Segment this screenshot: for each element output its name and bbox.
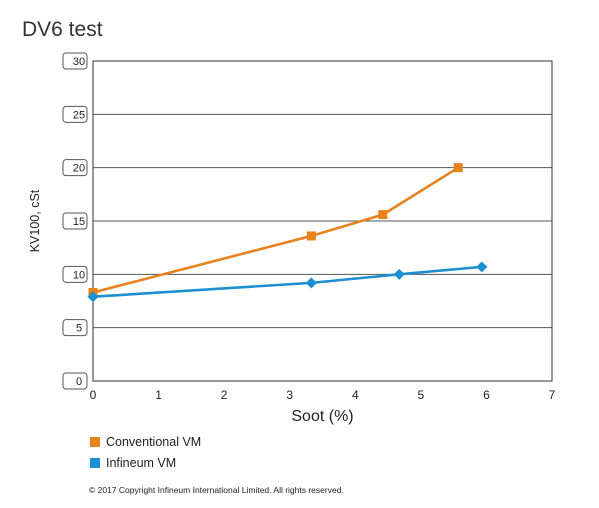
y-tick-box xyxy=(62,105,88,123)
y-tick: 20 xyxy=(62,159,88,177)
data-point xyxy=(306,231,316,241)
grid-lines xyxy=(93,113,552,329)
y-tick-box xyxy=(62,319,88,337)
y-tick: 0 xyxy=(62,372,88,390)
x-axis-label: Soot (%) xyxy=(291,408,353,425)
y-tick-box xyxy=(62,212,88,230)
x-tick-label: 3 xyxy=(286,388,293,402)
legend-swatch-infineum xyxy=(90,458,100,468)
y-tick-label: 20 xyxy=(73,163,85,175)
y-tick-label: 25 xyxy=(73,109,85,121)
x-tick-label: 2 xyxy=(221,388,228,402)
data-point xyxy=(378,210,388,220)
legend-item-infineum: Infineum VM xyxy=(90,456,176,470)
series-line xyxy=(92,265,482,299)
y-tick-label: 30 xyxy=(73,56,85,68)
data-point xyxy=(305,277,317,289)
x-axis-ticks: 0 1 2 3 4 5 6 7 xyxy=(90,388,556,402)
y-tick-box xyxy=(62,52,88,70)
legend-label-infineum: Infineum VM xyxy=(106,456,177,470)
y-tick: 10 xyxy=(62,265,88,283)
series-group xyxy=(87,163,488,303)
y-tick-label: 5 xyxy=(76,323,82,335)
x-tick-label: 1 xyxy=(155,388,162,402)
x-tick-label: 4 xyxy=(352,388,359,402)
series-infineum-vm xyxy=(87,261,488,303)
data-point xyxy=(476,261,488,273)
y-tick: 30 xyxy=(62,52,88,70)
y-tick-box xyxy=(62,159,88,177)
y-axis-ticks: 0 5 10 15 20 25 30 xyxy=(62,52,88,390)
y-tick: 25 xyxy=(62,105,88,123)
data-point xyxy=(87,291,99,303)
y-tick: 5 xyxy=(62,319,88,337)
legend-swatch-conventional xyxy=(90,437,100,447)
chart-title: DV6 test xyxy=(22,18,103,41)
y-tick-box xyxy=(62,265,88,283)
y-tick-label: 10 xyxy=(73,269,85,281)
legend-label-conventional: Conventional VM xyxy=(106,435,202,449)
data-point xyxy=(393,268,405,280)
y-axis-label: KV100, cSt xyxy=(28,189,42,252)
series-conventional-vm xyxy=(88,163,463,297)
x-tick-label: 0 xyxy=(90,388,97,402)
plot-frame xyxy=(92,60,553,382)
copyright-notice: © 2017 Copyright Infineum International … xyxy=(89,485,344,495)
series-line xyxy=(92,166,459,294)
x-tick-label: 6 xyxy=(483,388,490,402)
data-point xyxy=(453,163,463,173)
legend-item-conventional: Conventional VM xyxy=(90,435,201,449)
y-tick: 15 xyxy=(62,212,88,230)
y-tick-label: 15 xyxy=(73,216,85,228)
x-tick-label: 5 xyxy=(418,388,425,402)
x-tick-label: 7 xyxy=(549,388,556,402)
y-tick-label: 0 xyxy=(76,376,82,388)
y-tick-box xyxy=(62,372,88,390)
